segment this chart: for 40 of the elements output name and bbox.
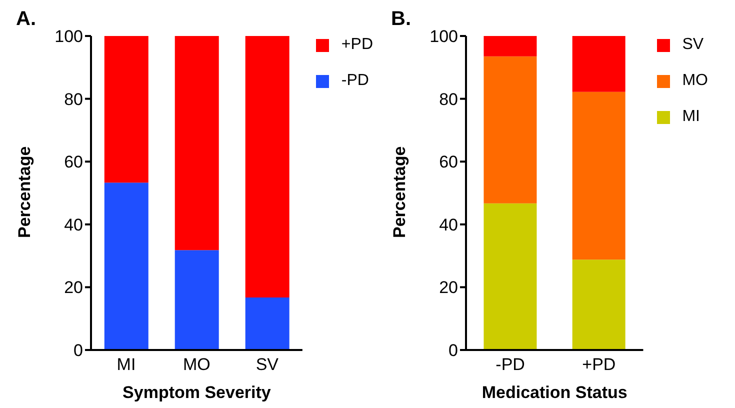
y-tick-label: 0	[74, 341, 83, 360]
y-tick-label: 20	[64, 278, 83, 298]
legend-label: MI	[682, 108, 700, 126]
bar	[104, 36, 148, 183]
bar	[174, 250, 219, 350]
legend-label: MO	[682, 72, 708, 90]
bar	[572, 260, 626, 350]
x-axis-title: Medication Status	[482, 383, 628, 402]
bar	[245, 298, 290, 350]
chart-title: B.	[391, 8, 411, 31]
bar	[174, 36, 219, 250]
y-axis-title: Percentage	[390, 146, 410, 238]
y-tick-label: 80	[64, 90, 83, 109]
bar	[572, 92, 626, 260]
bar	[484, 56, 537, 204]
bar	[484, 36, 537, 56]
x-tick-label: MI	[116, 355, 136, 374]
y-tick-label: 0	[448, 341, 458, 360]
y-tick-label: 40	[64, 215, 83, 234]
y-tick-label: 100	[430, 27, 458, 46]
bar	[572, 36, 626, 92]
x-tick-label: MO	[183, 355, 210, 374]
x-axis-title: Symptom Severity	[122, 383, 272, 402]
y-tick-label: 20	[439, 278, 458, 298]
bar	[104, 182, 148, 350]
y-tick-label: 40	[439, 215, 458, 234]
bar	[245, 36, 290, 298]
x-tick-label: -PD	[496, 355, 525, 374]
legend-label: +PD	[341, 36, 373, 54]
y-tick-label: 60	[64, 152, 83, 172]
y-tick-label: 80	[439, 90, 458, 109]
chart-title: A.	[16, 8, 36, 31]
legend-label: SV	[682, 36, 704, 54]
y-tick-label: 100	[54, 27, 83, 46]
y-axis-title: Percentage	[15, 146, 34, 238]
y-tick-label: 60	[439, 152, 458, 172]
x-tick-label: SV	[256, 355, 280, 374]
legend-label: -PD	[341, 72, 369, 90]
x-tick-label: +PD	[582, 355, 616, 374]
bar	[484, 203, 537, 350]
